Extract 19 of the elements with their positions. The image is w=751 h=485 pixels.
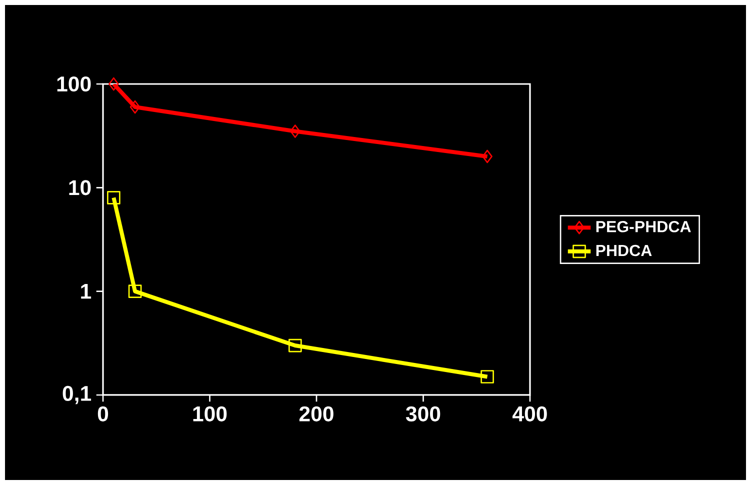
point: [128, 284, 142, 298]
x-tick-label: 200: [299, 406, 334, 422]
y-tick-label: 1: [81, 284, 92, 299]
y-tick-label: 0,1: [62, 386, 92, 404]
point: [290, 124, 300, 138]
y-tick-label: 100: [57, 76, 91, 92]
point: [108, 77, 119, 91]
point: [130, 100, 140, 114]
x-tick-label: 300: [406, 406, 440, 422]
legend-label: PEG-PHDCA: [596, 220, 691, 232]
x-tick-label: 100: [193, 406, 227, 422]
point: [482, 150, 492, 164]
x-tick-label: 0: [98, 406, 108, 422]
x-tick-label: 400: [512, 406, 547, 422]
point: [107, 191, 120, 204]
point: [480, 370, 494, 384]
point: [288, 338, 302, 352]
y-tick-label: 10: [69, 180, 91, 196]
legend-label: PHDCA: [596, 244, 652, 256]
